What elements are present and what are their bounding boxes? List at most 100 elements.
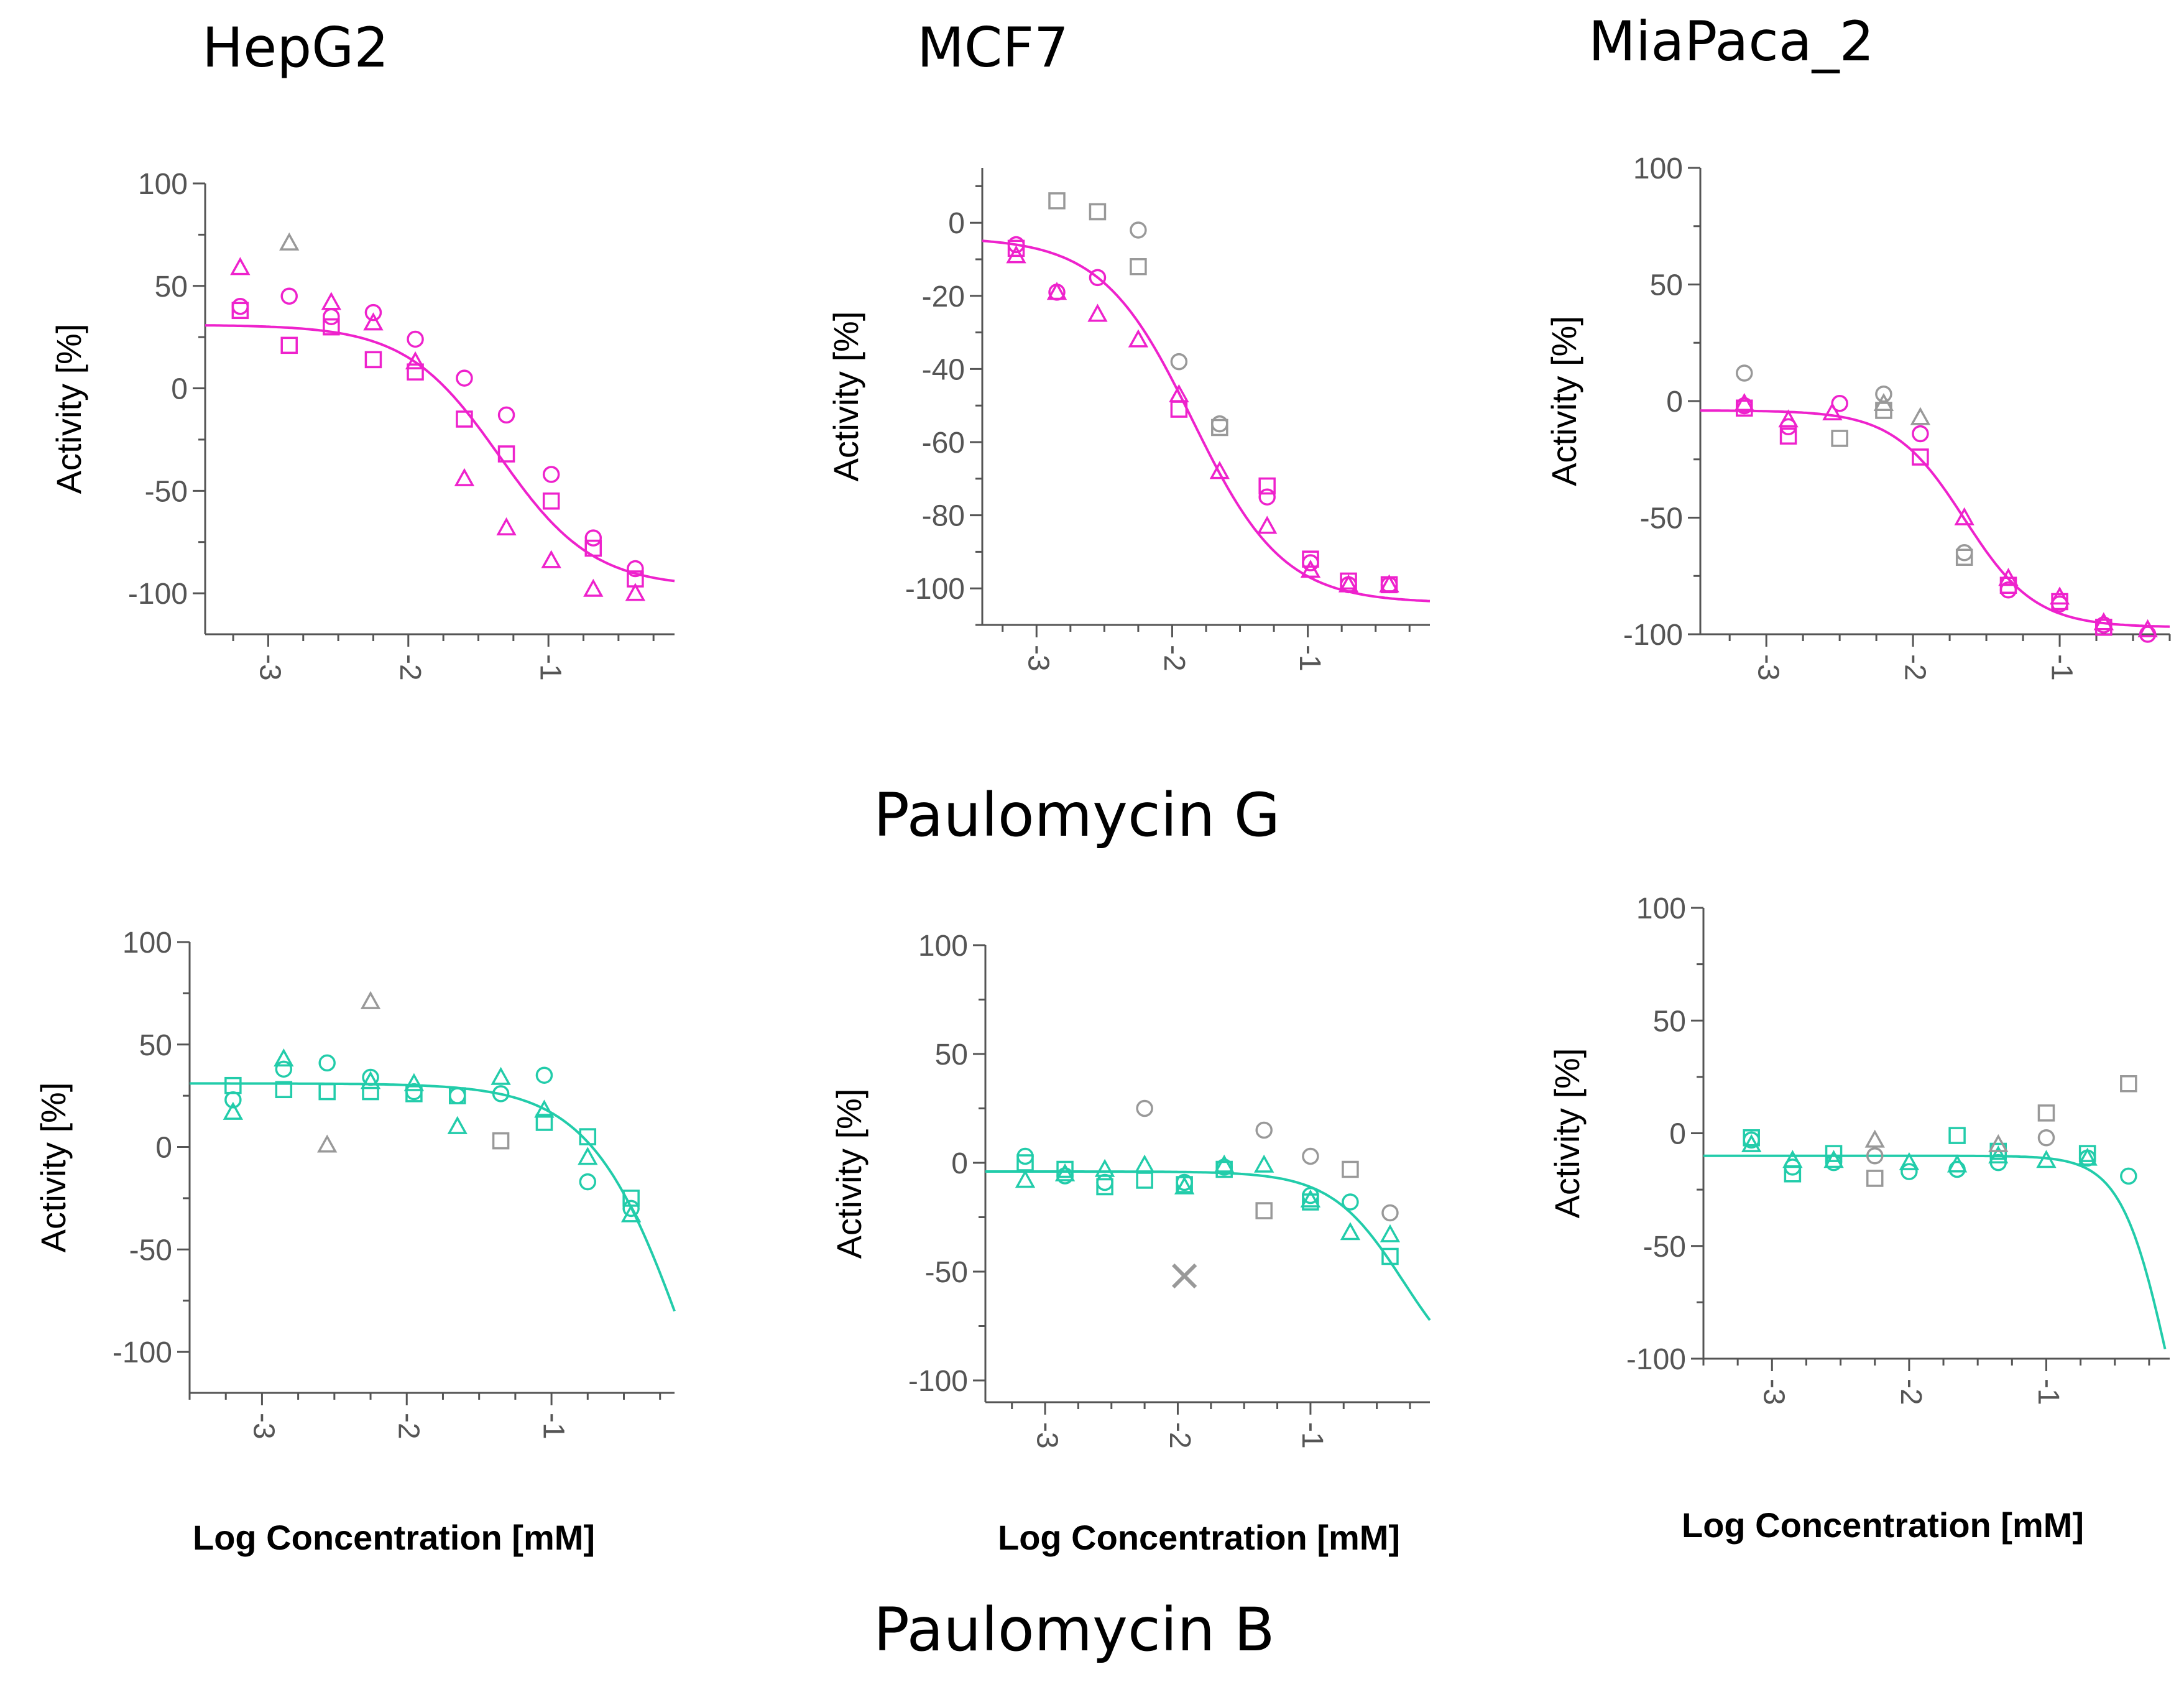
circle-point [627, 560, 644, 578]
triangle-point [403, 1073, 425, 1091]
column-title-mcf7: MCF7 [917, 16, 1069, 80]
series-excluded-circle [1866, 1129, 2055, 1165]
triangle-point [491, 1066, 511, 1085]
square-point [364, 351, 382, 369]
x-axis-label-mcf7: Log Concentration [mM] [998, 1518, 1401, 1557]
series-excluded-square [492, 1132, 510, 1150]
chart-miapaca-paulomycin-b: -100 -50 0 50 100 -3 -2 -1 Activity [%] [1547, 892, 2170, 1405]
circle-point [1342, 1193, 1359, 1211]
triangle-point [1128, 329, 1149, 348]
excluded-circle-point [1875, 386, 1892, 403]
excluded-circle-point [1381, 1204, 1399, 1222]
y-tick-label: 0 [1669, 1118, 1686, 1151]
y-tick-label: 0 [948, 207, 965, 240]
square-point [1056, 1160, 1074, 1178]
circle-point [2120, 1167, 2137, 1185]
x-tick-label: -3 [1758, 1379, 1790, 1405]
square-point [2095, 619, 2113, 636]
x-tick-label: -1 [2045, 654, 2078, 681]
excluded-triangle-point [1988, 1134, 2009, 1152]
circle-point [579, 1173, 597, 1191]
square-point [1302, 550, 1319, 568]
x-tick-label: -1 [537, 1413, 569, 1440]
triangle-point [583, 578, 604, 597]
triangle-point [1257, 515, 1278, 534]
excluded-circle-point [1130, 221, 1147, 239]
triangle-point [230, 257, 251, 275]
circle-point [448, 1087, 466, 1104]
y-tick-label: -50 [145, 475, 188, 508]
square-point [1948, 1127, 1966, 1144]
excluded-circle-point [1736, 364, 1753, 382]
series-excluded-triangle [1864, 1129, 2009, 1152]
square-point [1016, 1154, 1034, 1172]
triangle-point [1254, 1154, 1274, 1173]
compound-label-paulomycin-b: Paulomycin B [873, 1595, 1275, 1665]
circle-point [1096, 1173, 1113, 1191]
y-tick-label: 50 [1653, 1005, 1686, 1038]
excluded-circle-point [1136, 1099, 1153, 1117]
y-tick-label: -80 [922, 500, 965, 533]
excluded-circle-point [1866, 1147, 1884, 1165]
column-title-hepg2: HepG2 [202, 16, 389, 80]
y-tick-label: -20 [922, 280, 965, 313]
square-point [1176, 1176, 1193, 1193]
circle-point [492, 1085, 510, 1102]
circle-point [1948, 1160, 1966, 1178]
square-point [448, 1087, 466, 1104]
triangle-point [454, 468, 475, 486]
y-tick-label: -60 [922, 427, 965, 460]
series-excluded-triangle [317, 991, 381, 1153]
excluded-triangle-point [360, 991, 381, 1009]
y-tick-label: 50 [155, 270, 188, 303]
series-triangle [223, 1048, 642, 1222]
y-tick-label: -40 [922, 353, 965, 386]
excluded-circle-point [1211, 415, 1228, 433]
series-triangle [1006, 245, 1399, 593]
y-axis-label: Activity [%] [49, 324, 88, 494]
excluded-circle-point [2037, 1129, 2055, 1147]
triangle-point [363, 312, 384, 331]
circle-point [231, 297, 249, 315]
y-tick-label: 100 [1636, 892, 1686, 925]
excluded-square-point [1255, 1202, 1273, 1219]
chart-miapaca-paulomycin-g: -100 -50 0 50 100 -3 -2 -1 Activity [%] [1544, 152, 2171, 681]
triangle-point [223, 1101, 244, 1120]
x-tick-label: -2 [392, 1413, 425, 1440]
square-point [622, 1190, 640, 1207]
series-triangle [230, 257, 646, 601]
series-circle [1736, 395, 2157, 643]
excluded-circle-point [1255, 1121, 1273, 1139]
x-tick-label: -1 [1293, 645, 1326, 672]
square-point [1736, 399, 1753, 417]
x-axis-label-miapaca: Log Concentration [mM] [1682, 1505, 2085, 1545]
x-tick-label: -1 [2032, 1379, 2065, 1405]
series-circle [1743, 1131, 2137, 1185]
excluded-x-point [1172, 1263, 1197, 1289]
circle-point [2139, 626, 2157, 643]
square-point [1007, 239, 1025, 257]
circle-point [280, 287, 298, 305]
excluded-square-point [1130, 258, 1147, 275]
excluded-square-point [1211, 418, 1228, 437]
column-title-miapaca: MiaPaca_2 [1588, 9, 1874, 73]
y-tick-label: 100 [122, 927, 172, 959]
square-point [275, 1081, 293, 1099]
square-point [231, 302, 249, 320]
series-excluded-square [1866, 1075, 2137, 1187]
square-point [1825, 1145, 1843, 1162]
excluded-square-point [1866, 1170, 1884, 1187]
triangle-point [541, 550, 561, 568]
y-tick-label: 0 [951, 1147, 968, 1180]
excluded-square-point [1048, 192, 1066, 210]
series-excluded-square [1255, 1160, 1359, 1219]
circle-point [1912, 425, 1929, 443]
square-point [1380, 576, 1398, 594]
y-tick-label: -50 [129, 1234, 172, 1267]
triangle-point [2036, 1150, 2057, 1168]
triangle-point [1734, 392, 1754, 412]
x-tick-label: -2 [394, 654, 426, 681]
excluded-triangle-point [1864, 1129, 1885, 1148]
fit-curve [985, 1170, 1431, 1321]
square-point [497, 445, 515, 463]
